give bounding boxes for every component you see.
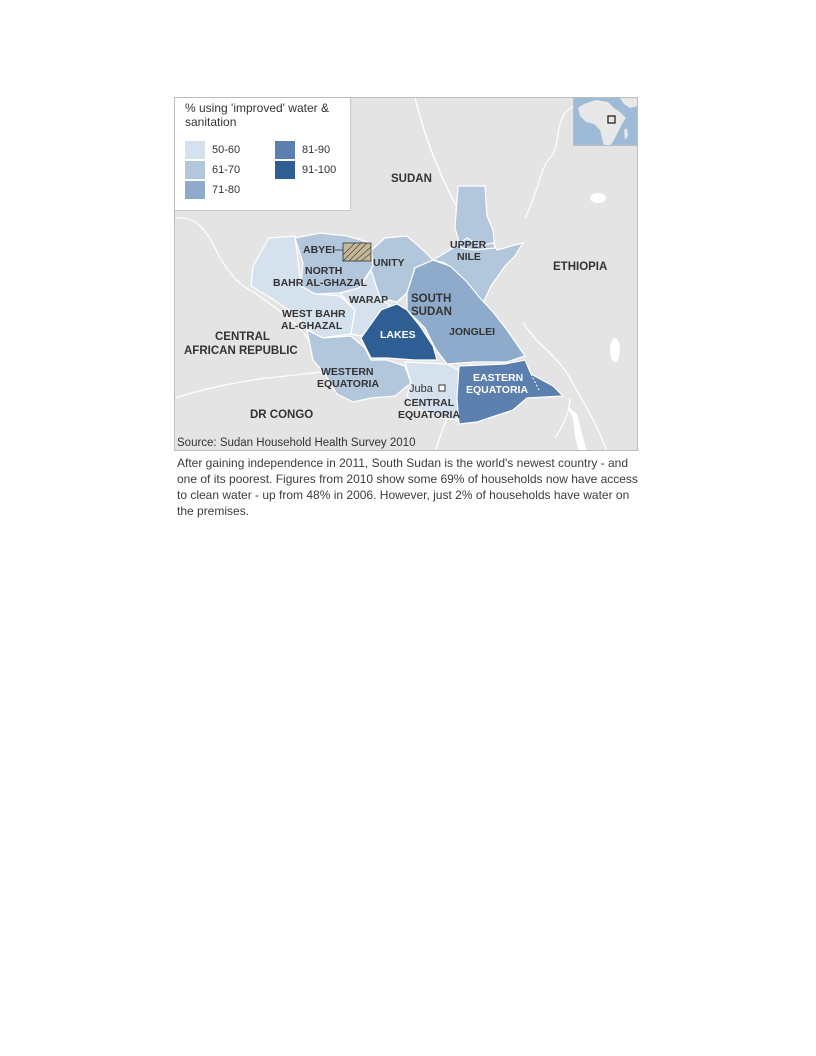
legend-label: 81-90 — [302, 144, 331, 156]
legend-swatch — [275, 161, 295, 179]
legend-label: 91-100 — [302, 164, 337, 176]
label-sudan: SUDAN — [391, 173, 432, 185]
label-nbg-1: NORTH — [305, 265, 342, 277]
label-nbg-2: BAHR AL-GHAZAL — [273, 277, 368, 289]
label-jonglei: JONGLEI — [449, 326, 495, 338]
legend-label: 71-80 — [212, 184, 241, 196]
legend-item-91-100: 91-100 — [275, 161, 336, 179]
region-eastern-equatoria[interactable] — [456, 359, 565, 425]
legend-swatch — [275, 141, 295, 159]
label-warap: WARAP — [349, 294, 388, 306]
lakes-water — [567, 193, 620, 450]
africa-locator-icon — [578, 98, 637, 145]
legend-title: % using 'improved' water & sanitation — [185, 101, 329, 129]
label-ce-2: EQUATORIA — [398, 409, 460, 421]
label-wbg-2: AL-GHAZAL — [281, 320, 343, 332]
label-car-2: AFRICAN REPUBLIC — [184, 345, 298, 357]
label-lakes: LAKES — [380, 329, 416, 341]
map-caption: After gaining independence in 2011, Sout… — [177, 456, 638, 518]
legend-item-50-60: 50-60 — [185, 141, 240, 159]
label-south-sudan-2: SUDAN — [411, 306, 452, 318]
legend-label: 61-70 — [212, 164, 241, 176]
label-wbg-1: WEST BAHR — [282, 308, 346, 320]
region-lakes[interactable] — [360, 303, 438, 361]
legend-swatch — [185, 161, 205, 179]
label-we-1: WESTERN — [321, 366, 374, 378]
source-note: Source: Sudan Household Health Survey 20… — [177, 437, 416, 449]
label-ee-1: EASTERN — [473, 372, 523, 384]
label-drc: DR CONGO — [250, 409, 313, 421]
locator-inset-map — [573, 98, 637, 146]
label-abyei: ABYEI — [303, 244, 335, 256]
label-car-1: CENTRAL — [215, 331, 270, 343]
legend-swatch — [185, 141, 205, 159]
legend-item-71-80: 71-80 — [185, 181, 240, 199]
map-legend: % using 'improved' water & sanitation 50… — [175, 98, 351, 211]
label-south-sudan-1: SOUTH — [411, 293, 451, 305]
legend-item-81-90: 81-90 — [275, 141, 330, 159]
states — [250, 185, 565, 425]
legend-item-61-70: 61-70 — [185, 161, 240, 179]
region-abyei[interactable] — [342, 242, 372, 262]
map-figure: SUDAN ETHIOPIA CENTRAL AFRICAN REPUBLIC … — [174, 97, 638, 451]
map-canvas: SUDAN ETHIOPIA CENTRAL AFRICAN REPUBLIC … — [175, 98, 620, 450]
label-ce-1: CENTRAL — [404, 397, 455, 409]
region-west-bahr-al-ghazal[interactable] — [250, 235, 356, 339]
legend-swatch — [185, 181, 205, 199]
label-upper-nile-2: NILE — [457, 251, 481, 263]
label-unity: UNITY — [373, 257, 405, 269]
label-we-2: EQUATORIA — [317, 378, 379, 390]
label-juba: Juba — [409, 383, 434, 395]
region-central-equatoria[interactable] — [404, 361, 461, 421]
legend-label: 50-60 — [212, 144, 241, 156]
label-upper-nile-1: UPPER — [450, 239, 487, 251]
region-jonglei[interactable] — [406, 259, 526, 365]
label-ethiopia: ETHIOPIA — [553, 261, 607, 273]
label-ee-2: EQUATORIA — [466, 384, 528, 396]
juba-marker[interactable] — [438, 384, 446, 392]
